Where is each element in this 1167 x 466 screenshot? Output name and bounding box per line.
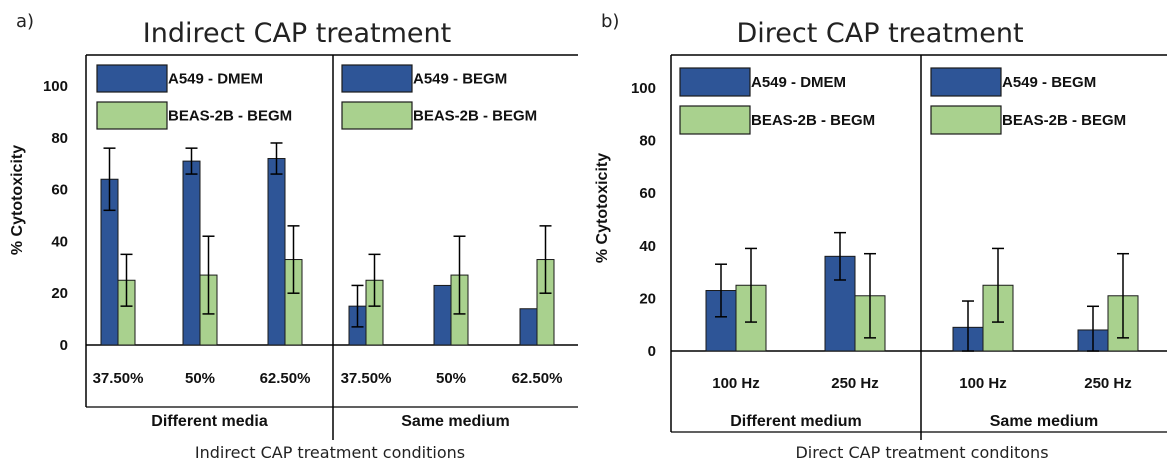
- legend-label: A549 - DMEM: [751, 74, 846, 91]
- y-tick-label: 20: [51, 285, 68, 302]
- legend-label: BEAS-2B - BEGM: [1002, 112, 1126, 129]
- y-axis-label: % Cytotoxicity: [594, 153, 611, 263]
- legend: A549 - BEGM BEAS-2B - BEGM: [341, 64, 537, 130]
- legend-swatch: [930, 105, 1002, 135]
- section-label: Different medium: [730, 413, 862, 430]
- category-label: 250 Hz: [1084, 375, 1132, 392]
- bar: [182, 160, 201, 346]
- y-tick-label: 80: [639, 133, 656, 150]
- category-label: 250 Hz: [831, 375, 879, 392]
- legend: A549 - BEGM BEAS-2B - BEGM: [930, 67, 1126, 135]
- y-axis-label: % Cytotoxicity: [9, 145, 26, 255]
- bar: [519, 308, 538, 346]
- y-tick-label: 60: [51, 182, 68, 199]
- category-label: 62.50%: [260, 370, 311, 387]
- legend-label: A549 - BEGM: [413, 71, 507, 88]
- legend-swatch: [96, 101, 168, 130]
- panel-label: b): [601, 11, 619, 32]
- chart-panel-1: a) Indirect CAP treatment 0 20 40 60 80 100 % Cy…: [9, 11, 578, 462]
- chart-title: Indirect CAP treatment: [143, 18, 451, 49]
- legend-swatch: [341, 64, 413, 93]
- section-2: Same medium 37.50% 50% 62.50% A549 - BEGM BEA…: [341, 64, 563, 430]
- category-label: 100 Hz: [712, 375, 760, 392]
- section-label: Same medium: [990, 413, 1098, 430]
- legend-label: A549 - BEGM: [1002, 74, 1096, 91]
- legend: A549 - DMEM BEAS-2B - BEGM: [96, 64, 292, 130]
- category-label: 50%: [185, 370, 215, 387]
- section-2: Same medium 100 Hz 250 Hz A549 - BEGM BEAS-2…: [930, 67, 1139, 430]
- category-label: 62.50%: [512, 370, 563, 387]
- y-tick-label: 100: [43, 78, 68, 95]
- legend-label: A549 - DMEM: [168, 71, 263, 88]
- chart-title: Direct CAP treatment: [736, 18, 1023, 49]
- section-label: Same medium: [401, 413, 509, 430]
- legend: A549 - DMEM BEAS-2B - BEGM: [679, 67, 875, 135]
- section-label: Different media: [151, 413, 268, 430]
- legend-label: BEAS-2B - BEGM: [413, 108, 537, 125]
- legend-swatch: [96, 64, 168, 93]
- legend-swatch: [679, 105, 751, 135]
- y-tick-label: 20: [639, 290, 656, 307]
- legend-swatch: [679, 67, 751, 97]
- bar: [433, 284, 452, 346]
- section-1: Different media 37.50% 50% 62.50% A549 - DME…: [93, 64, 311, 430]
- legend-label: BEAS-2B - BEGM: [751, 112, 875, 129]
- y-tick-label: 60: [639, 185, 656, 202]
- category-label: 50%: [436, 370, 466, 387]
- section-1: Different medium 100 Hz 250 Hz A549 - DMEM B…: [679, 67, 886, 430]
- legend-swatch: [930, 67, 1002, 97]
- category-label: 37.50%: [341, 370, 392, 387]
- legend-label: BEAS-2B - BEGM: [168, 108, 292, 125]
- y-tick-label: 80: [51, 130, 68, 147]
- y-tick-label: 40: [51, 233, 68, 250]
- panel-label: a): [16, 11, 34, 32]
- x-axis-title: Indirect CAP treatment conditions: [195, 443, 465, 462]
- y-tick-label: 100: [631, 80, 656, 97]
- category-label: 37.50%: [93, 370, 144, 387]
- y-tick-label: 0: [648, 343, 656, 360]
- chart-panel-2: b) Direct CAP treatment 0 20 40 60 80 100 % Cyto…: [594, 11, 1167, 462]
- x-axis-title: Direct CAP treatment conditons: [795, 443, 1048, 462]
- bar: [267, 158, 286, 346]
- category-label: 100 Hz: [959, 375, 1007, 392]
- y-tick-label: 0: [60, 337, 68, 354]
- y-tick-label: 40: [639, 238, 656, 255]
- legend-swatch: [341, 101, 413, 130]
